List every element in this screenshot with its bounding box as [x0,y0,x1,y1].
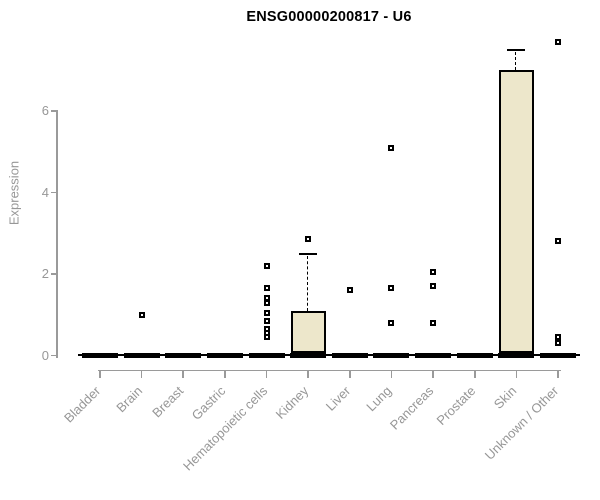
chart-title: ENSG00000200817 - U6 [246,9,412,25]
zero-median-bar [290,352,327,358]
y-tick-label: 0 [41,347,49,363]
x-axis-line [98,369,561,372]
y-tick [50,273,57,275]
y-axis-label: Expression [6,160,22,226]
outlier-point [346,287,353,294]
outlier-point [263,262,270,269]
x-tick [224,370,226,378]
zero-median-bar [248,352,285,358]
zero-median-bar [206,352,243,358]
y-tick-label: 2 [41,266,49,281]
whisker-cap [507,48,526,51]
outlier-point [263,285,270,292]
zero-median-bar [373,352,410,358]
y-tick-label: 4 [41,184,49,200]
outlier-point [555,238,561,245]
x-tick [99,370,101,378]
y-tick [50,110,57,112]
x-tick [390,370,393,378]
x-tick [349,370,351,378]
y-tick [50,354,57,357]
outlier-point [388,144,395,151]
zero-median-bar [123,352,160,358]
outlier-point [388,285,395,292]
x-tick [515,370,518,378]
x-tick [473,370,476,378]
outlier-point [555,340,561,347]
outlier-point [430,319,437,326]
outlier-point [263,309,270,316]
whisker [515,51,517,71]
outlier-point [430,268,437,275]
x-tick [140,370,143,378]
outlier-point [138,311,145,318]
whisker [307,255,309,311]
x-tick [432,370,434,378]
y-tick-label: 6 [41,103,49,118]
zero-median-bar [456,352,493,358]
zero-median-bar [498,352,535,358]
box [290,310,326,354]
zero-median-bar [540,352,576,358]
outlier-point [555,38,561,45]
x-tick [182,370,185,378]
zero-median-bar [165,352,202,358]
zero-median-bar [415,352,452,358]
zero-median-bar [82,352,118,358]
whisker-cap [299,252,318,255]
zero-median-bar [331,352,368,358]
outlier-point [430,283,437,290]
outlier-point [305,236,312,243]
outlier-point [263,334,270,341]
x-tick [265,370,268,378]
outlier-point [555,334,561,341]
outlier-point [388,319,395,326]
box [498,70,534,354]
y-tick [50,191,57,194]
outlier-point [263,299,270,306]
x-tick [557,370,559,378]
x-tick [307,370,309,378]
outlier-point [263,317,270,324]
y-axis-line [56,109,58,358]
